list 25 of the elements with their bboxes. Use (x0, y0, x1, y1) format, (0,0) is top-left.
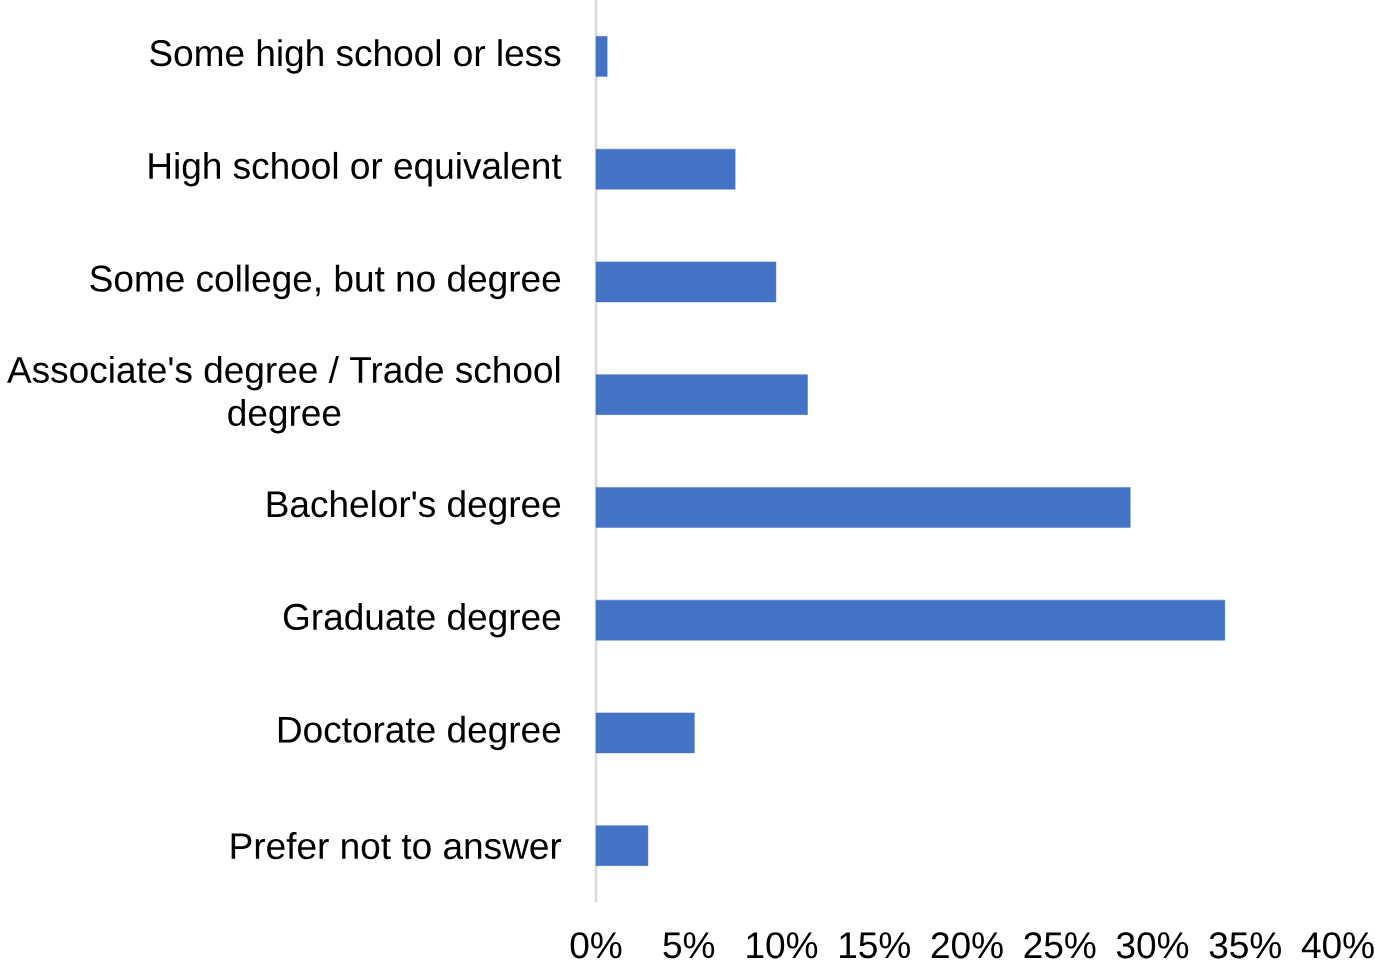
y-tick-label: Associate's degree / Trade school degree (7, 355, 560, 434)
x-tick-label: 25% (1024, 932, 1096, 959)
bar (595, 374, 808, 415)
x-tick-label: 10% (747, 932, 818, 959)
bar (595, 712, 695, 754)
x-tick-label: 20% (931, 932, 1003, 959)
y-tick-label: Some college, but no degree (90, 264, 561, 300)
x-tick-label: 0% (570, 932, 622, 959)
y-tick-label: Prefer not to answer (231, 832, 562, 860)
x-tick-label: 30% (1116, 932, 1189, 959)
x-tick-label: 15% (840, 932, 910, 959)
y-tick-label: Doctorate degree (278, 715, 561, 751)
x-tick-label: 5% (663, 932, 715, 959)
bar (595, 261, 777, 303)
bar (595, 825, 649, 866)
x-tick-label: 35% (1209, 932, 1281, 959)
y-tick-label: Bachelor's degree (267, 490, 561, 525)
bar (595, 148, 736, 190)
bar (595, 487, 1131, 528)
y-tick-label: Graduate degree (283, 602, 561, 638)
y-tick-label: Some high school or less (150, 39, 561, 74)
bar (595, 599, 1226, 641)
bar (595, 36, 608, 77)
x-tick-label: 40% (1301, 932, 1374, 959)
y-tick-label: High school or equivalent (149, 151, 562, 187)
